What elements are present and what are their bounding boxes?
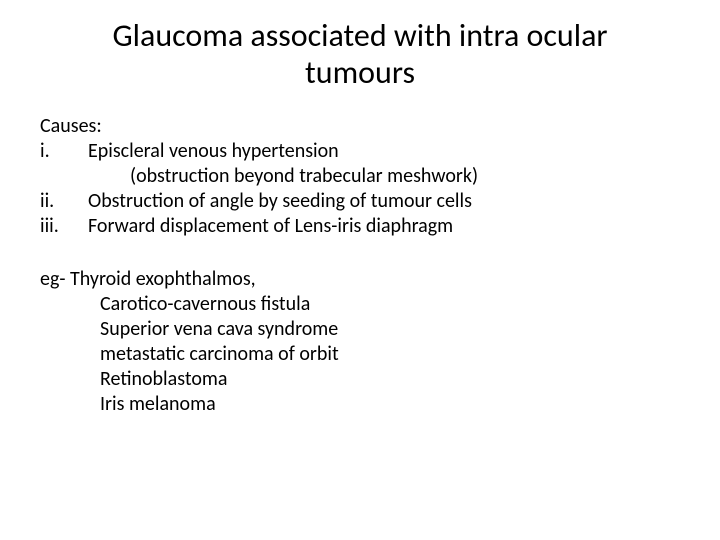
causes-heading: Causes: [40,114,680,139]
example-item: Carotico-cavernous fistula [40,292,680,317]
spacer [40,239,680,267]
example-item: Superior vena cava syndrome [40,317,680,342]
cause-marker: ii. [40,189,88,214]
examples-heading: eg- Thyroid exophthalmos, [40,267,680,292]
cause-marker: iii. [40,214,88,239]
cause-text: Obstruction of angle by seeding of tumou… [88,189,680,214]
slide-title: Glaucoma associated with intra ocular tu… [40,18,680,92]
example-item: metastatic carcinoma of orbit [40,342,680,367]
cause-marker: i. [40,139,88,164]
slide-container: Glaucoma associated with intra ocular tu… [0,0,720,437]
cause-item: ii. Obstruction of angle by seeding of t… [40,189,680,214]
example-item: Iris melanoma [40,392,680,417]
cause-item: iii. Forward displacement of Lens-iris d… [40,214,680,239]
cause-text: Forward displacement of Lens-iris diaphr… [88,214,680,239]
example-item: Retinoblastoma [40,367,680,392]
cause-subtext: (obstruction beyond trabecular meshwork) [40,164,680,189]
cause-text: Episcleral venous hypertension [88,139,680,164]
cause-item: i. Episcleral venous hypertension [40,139,680,164]
